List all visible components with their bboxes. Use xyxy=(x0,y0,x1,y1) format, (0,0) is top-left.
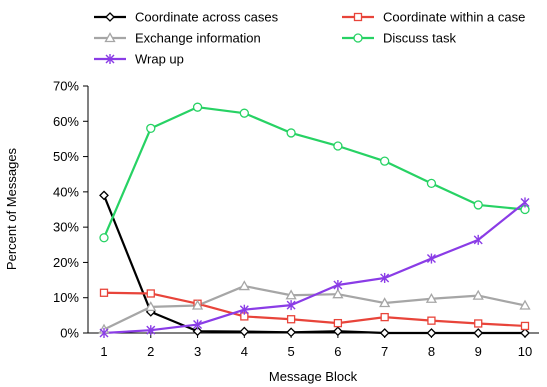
data-point-coordinate-across-cases xyxy=(239,326,250,337)
data-point-discuss-task xyxy=(473,200,483,210)
series-line-coordinate-within-a-case xyxy=(103,291,526,328)
data-point-discuss-task xyxy=(286,128,296,138)
x-tick-label: 2 xyxy=(147,344,154,359)
legend-marker xyxy=(105,12,115,22)
x-tick-label: 4 xyxy=(241,344,248,359)
data-point-exchange-information xyxy=(379,297,391,308)
data-point-discuss-task xyxy=(146,123,156,133)
series-line-wrap-up xyxy=(103,201,526,335)
y-tick-label: 30% xyxy=(53,220,79,235)
legend: Coordinate across cases Coordinate within… xyxy=(94,10,525,67)
y-tick-label: 10% xyxy=(53,290,79,305)
data-point-exchange-information xyxy=(472,289,484,300)
x-tick-label: 3 xyxy=(194,344,201,359)
legend-item-discuss-task: Discuss task xyxy=(342,31,456,46)
data-point-coordinate-across-cases xyxy=(473,328,484,338)
data-point-coordinate-across-cases xyxy=(520,328,530,338)
legend-marker xyxy=(105,54,115,64)
data-point-coordinate-across-cases xyxy=(286,327,297,338)
x-tick-label: 5 xyxy=(287,344,294,359)
plot-area: 0% 10% 20% 30% 40% 50% 60% 70% 1 2 3 4 5 6 7 8 9 10 xyxy=(53,79,539,359)
data-point-exchange-information xyxy=(519,299,531,310)
data-point-discuss-task xyxy=(380,156,390,166)
data-point-discuss-task xyxy=(192,102,203,112)
data-point-coordinate-within-a-case xyxy=(380,312,389,322)
data-point-wrap-up xyxy=(146,325,156,336)
x-tick-label: 6 xyxy=(334,344,341,359)
data-point-exchange-information xyxy=(191,299,204,310)
data-point-wrap-up xyxy=(286,300,296,311)
legend-marker xyxy=(353,12,363,22)
data-point-wrap-up xyxy=(520,197,530,208)
data-point-wrap-up xyxy=(380,272,390,283)
data-point-exchange-information xyxy=(238,280,250,291)
data-point-coordinate-across-cases xyxy=(379,328,390,338)
data-point-wrap-up xyxy=(473,234,483,245)
legend-item-coordinate-within-a-case: Coordinate within a case xyxy=(342,10,525,25)
y-tick-label: 70% xyxy=(53,79,79,94)
series-lines xyxy=(102,106,526,335)
x-tick-label: 7 xyxy=(381,344,388,359)
data-point-wrap-up xyxy=(99,328,109,338)
data-point-coordinate-within-a-case xyxy=(520,321,530,331)
data-point-coordinate-across-cases xyxy=(332,326,343,337)
data-point-discuss-task xyxy=(239,108,249,118)
data-point-discuss-task xyxy=(333,141,343,151)
data-point-exchange-information xyxy=(285,289,297,300)
x-axis-title: Message Block xyxy=(269,369,358,384)
data-point-coordinate-within-a-case xyxy=(286,315,296,324)
x-tick-label: 9 xyxy=(475,344,482,359)
data-point-coordinate-across-cases xyxy=(192,326,203,337)
series-line-coordinate-across-cases xyxy=(102,194,525,335)
data-point-exchange-information xyxy=(145,301,157,312)
legend-item-coordinate-across-cases: Coordinate across cases xyxy=(94,10,279,25)
data-point-coordinate-within-a-case xyxy=(474,319,483,328)
data-point-coordinate-across-cases xyxy=(99,190,109,201)
data-point-discuss-task xyxy=(99,233,109,243)
data-point-coordinate-within-a-case xyxy=(99,288,109,297)
data-point-exchange-information xyxy=(332,288,344,299)
y-tick-label: 20% xyxy=(53,255,79,270)
data-point-wrap-up xyxy=(426,253,436,264)
legend-label: Exchange information xyxy=(135,31,261,46)
legend-label: Discuss task xyxy=(383,31,456,46)
series-line-discuss-task xyxy=(102,106,526,239)
data-point-discuss-task xyxy=(426,178,437,189)
legend-label: Wrap up xyxy=(135,52,184,67)
legend-marker xyxy=(353,33,363,43)
y-tick-label: 60% xyxy=(53,114,79,129)
x-tick-label: 1 xyxy=(100,344,107,359)
x-tick-label: 10 xyxy=(518,344,532,359)
x-axis-ticks: 1 2 3 4 5 6 7 8 9 10 xyxy=(100,333,532,359)
data-point-wrap-up xyxy=(239,304,249,315)
legend-item-exchange-information: Exchange information xyxy=(94,31,261,46)
data-point-coordinate-within-a-case xyxy=(427,316,436,325)
data-point-wrap-up xyxy=(333,280,343,291)
series-markers xyxy=(98,102,531,338)
data-point-coordinate-within-a-case xyxy=(146,289,155,298)
data-point-exchange-information xyxy=(425,292,438,303)
data-point-wrap-up xyxy=(193,319,203,330)
y-tick-label: 0% xyxy=(60,326,79,341)
data-point-coordinate-across-cases xyxy=(426,328,437,338)
x-tick-label: 8 xyxy=(428,344,435,359)
legend-marker xyxy=(104,32,116,43)
y-tick-label: 50% xyxy=(53,149,79,164)
y-axis-ticks: 0% 10% 20% 30% 40% 50% 60% 70% xyxy=(53,79,88,341)
legend-label: Coordinate across cases xyxy=(135,10,279,25)
data-point-coordinate-within-a-case xyxy=(333,318,343,328)
legend-label: Coordinate within a case xyxy=(383,10,525,25)
y-tick-label: 40% xyxy=(53,184,79,199)
legend-item-wrap-up: Wrap up xyxy=(94,52,184,67)
y-axis-title: Percent of Messages xyxy=(4,147,19,270)
